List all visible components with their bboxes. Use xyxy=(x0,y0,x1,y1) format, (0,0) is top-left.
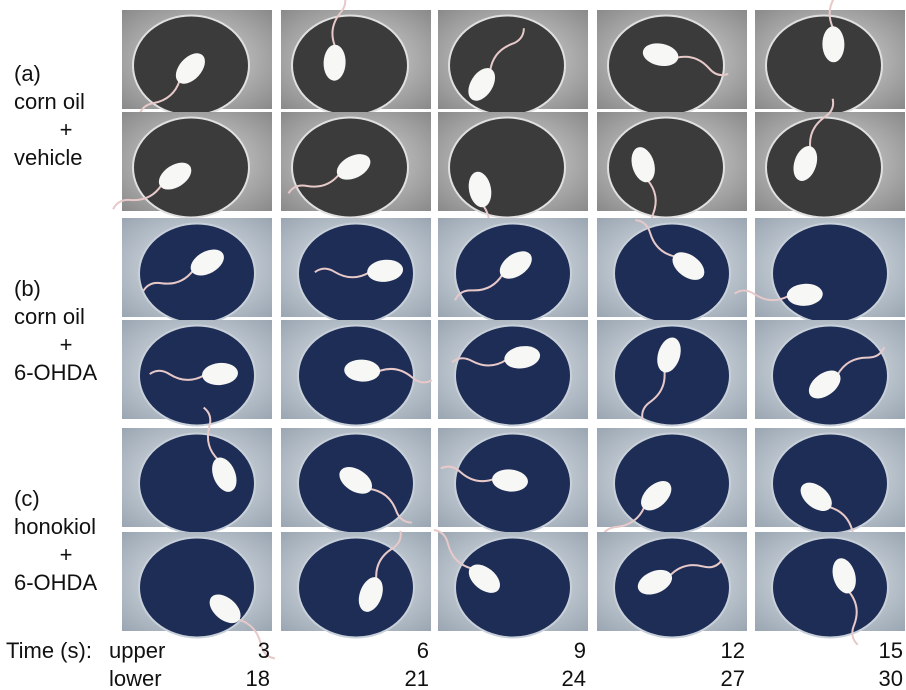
photo xyxy=(597,216,747,323)
photo xyxy=(281,525,431,638)
photo xyxy=(281,218,431,324)
arena-floor xyxy=(772,538,888,638)
photo xyxy=(438,218,588,324)
arena-floor xyxy=(614,434,730,534)
photo xyxy=(597,112,747,235)
photo xyxy=(438,428,588,534)
arena-floor xyxy=(133,118,249,218)
photo xyxy=(281,0,431,115)
arena-floor xyxy=(766,16,882,116)
panel-label: (c) xyxy=(14,486,40,511)
photo-grid xyxy=(110,0,905,662)
arena-floor xyxy=(292,16,408,116)
panel-line: vehicle xyxy=(14,145,82,170)
photo xyxy=(734,218,905,324)
panel-line: 6-OHDA xyxy=(14,360,97,385)
time-value: 27 xyxy=(721,666,745,690)
panel-line: corn oil xyxy=(14,304,85,329)
arena-floor xyxy=(772,224,888,324)
photo xyxy=(755,532,905,646)
arena-floor xyxy=(449,118,565,218)
arena-floor xyxy=(608,118,724,218)
panel-line: + xyxy=(60,117,73,142)
panel-line: + xyxy=(60,542,73,567)
arena-floor xyxy=(614,224,730,324)
photo xyxy=(122,320,272,426)
arena-floor xyxy=(766,118,882,218)
arena-floor xyxy=(449,16,565,116)
photo xyxy=(597,532,747,638)
page: {"panels": [ {"label": "(a)", "lines": [… xyxy=(0,0,906,690)
panel-label: (b) xyxy=(14,276,41,301)
figure: (a) corn oil + vehicle (b) corn oil +6-OHDA (c)… xyxy=(0,0,906,690)
photo xyxy=(438,10,588,116)
arena-floor xyxy=(139,538,255,638)
time-value: 9 xyxy=(574,638,586,663)
time-value: 30 xyxy=(879,666,903,690)
photo xyxy=(597,320,747,426)
photo xyxy=(597,10,747,116)
photo xyxy=(122,10,272,128)
arena-floor xyxy=(455,326,571,426)
row-label: lower xyxy=(109,666,162,690)
arena-floor xyxy=(772,434,888,534)
panel-label: (a) xyxy=(14,61,41,86)
time-value: 6 xyxy=(417,638,429,663)
row-label: upper xyxy=(109,638,165,663)
panel-line: honokiol xyxy=(14,514,96,539)
time-value: 15 xyxy=(879,638,903,663)
photo xyxy=(281,320,433,426)
time-value: 3 xyxy=(258,638,270,663)
photo xyxy=(281,428,431,534)
time-value: 18 xyxy=(246,666,270,690)
photo xyxy=(423,526,588,637)
photo xyxy=(122,218,272,324)
photo xyxy=(755,320,905,426)
arena-floor xyxy=(614,538,730,638)
arena-floor xyxy=(139,434,255,534)
panel-line: corn oil xyxy=(14,89,85,114)
photo xyxy=(281,112,431,218)
time-value: 24 xyxy=(562,666,586,690)
photo xyxy=(755,0,905,116)
photo xyxy=(755,94,905,218)
time-value: 12 xyxy=(721,638,745,663)
arena-floor xyxy=(298,538,414,638)
time-label: Time (s): xyxy=(6,638,92,663)
photo xyxy=(755,428,905,549)
arena-floor xyxy=(455,538,571,638)
panel-line: 6-OHDA xyxy=(14,570,97,595)
arena-floor xyxy=(139,326,255,426)
photo xyxy=(438,320,588,426)
photo xyxy=(110,112,272,223)
time-value: 21 xyxy=(405,666,429,690)
panel-line: + xyxy=(60,332,73,357)
